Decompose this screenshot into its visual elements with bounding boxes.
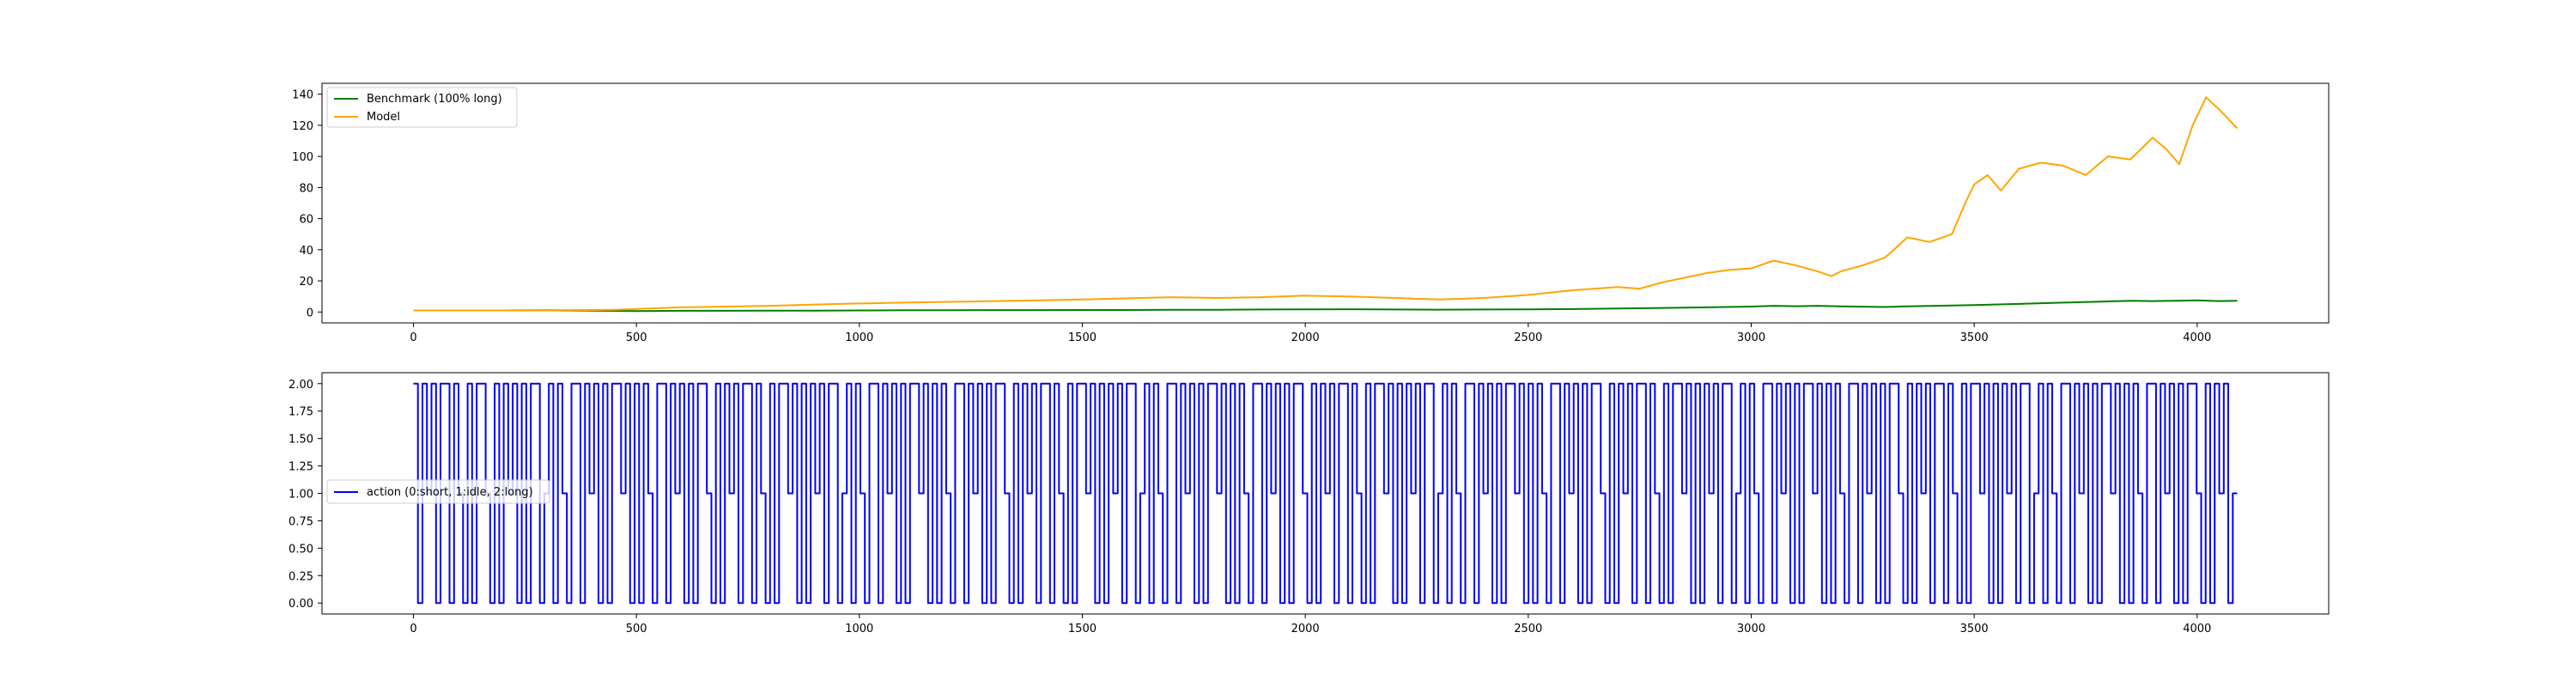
y-tick-label: 1.00 xyxy=(289,489,313,502)
y-tick-label: 0.75 xyxy=(289,515,313,528)
y-tick-label: 100 xyxy=(292,151,313,164)
equity-chart-panel: 0 500 1000 1500 2000 2500 3000 3500 4000 0 20 40 60… xyxy=(292,82,2330,344)
x-tick-label: 1500 xyxy=(1068,331,1097,344)
action-chart-legend: action (0:short, 1:idle, 2:long) xyxy=(326,479,550,504)
y-tick-label: 0.50 xyxy=(289,543,313,556)
x-tick-label: 0 xyxy=(410,331,416,344)
series-line-1-0 xyxy=(413,382,2238,605)
y-tick-label: 1.25 xyxy=(289,461,313,474)
x-tick-label: 0 xyxy=(410,623,416,635)
y-tick-label: 0.25 xyxy=(289,570,313,583)
x-tick-label: 500 xyxy=(626,623,647,635)
legend-label-model: Model xyxy=(367,111,400,124)
y-tick-label: 40 xyxy=(299,245,313,258)
x-tick-label: 2500 xyxy=(1514,623,1542,635)
y-tick-label: 1.75 xyxy=(289,406,313,419)
legend-box xyxy=(326,479,550,504)
x-tick-label: 1000 xyxy=(845,331,873,344)
action-chart-y-ticks: 0.00 0.25 0.50 0.75 1.00 1.25 1.50 1.75 2.00 xyxy=(289,379,322,611)
x-tick-label: 4000 xyxy=(2183,331,2211,344)
x-tick-label: 1000 xyxy=(845,623,873,635)
x-tick-label: 1500 xyxy=(1068,623,1097,635)
x-tick-label: 500 xyxy=(626,331,647,344)
x-tick-label: 2000 xyxy=(1291,623,1320,635)
y-tick-label: 120 xyxy=(292,120,313,133)
equity-chart-lines xyxy=(413,96,2239,313)
y-tick-label: 2.00 xyxy=(289,379,313,392)
y-tick-label: 1.50 xyxy=(289,434,313,447)
action-chart-lines xyxy=(413,382,2238,605)
y-tick-label: 0.00 xyxy=(289,598,313,611)
x-tick-label: 3500 xyxy=(1960,623,1989,635)
legend-box xyxy=(326,87,518,128)
y-tick-label: 60 xyxy=(299,214,313,227)
equity-chart-y-ticks: 0 20 40 60 80 100 120 140 xyxy=(292,89,322,319)
x-tick-label: 2500 xyxy=(1514,331,1542,344)
action-chart-panel: 0 500 1000 1500 2000 2500 3000 3500 4000 0.00 0.2… xyxy=(289,372,2330,635)
y-tick-label: 0 xyxy=(307,307,313,319)
equity-chart-x-ticks: 0 500 1000 1500 2000 2500 3000 3500 4000 xyxy=(410,323,2211,344)
x-tick-label: 3000 xyxy=(1737,331,1765,344)
y-tick-label: 20 xyxy=(299,276,313,289)
x-tick-label: 4000 xyxy=(2183,623,2211,635)
x-tick-label: 3500 xyxy=(1960,331,1989,344)
action-chart-x-ticks: 0 500 1000 1500 2000 2500 3000 3500 4000 xyxy=(410,614,2211,635)
equity-chart-legend: Benchmark (100% long) Model xyxy=(326,87,518,128)
series-line-0-1 xyxy=(413,96,2239,312)
legend-label-benchmark: Benchmark (100% long) xyxy=(367,93,502,106)
x-tick-label: 3000 xyxy=(1737,623,1765,635)
legend-label-action: action (0:short, 1:idle, 2:long) xyxy=(367,486,533,499)
series-line-0-0 xyxy=(413,299,2238,313)
x-tick-label: 2000 xyxy=(1291,331,1320,344)
y-tick-label: 140 xyxy=(292,89,313,102)
equity-chart-frame xyxy=(321,82,2330,324)
y-tick-label: 80 xyxy=(299,182,313,195)
